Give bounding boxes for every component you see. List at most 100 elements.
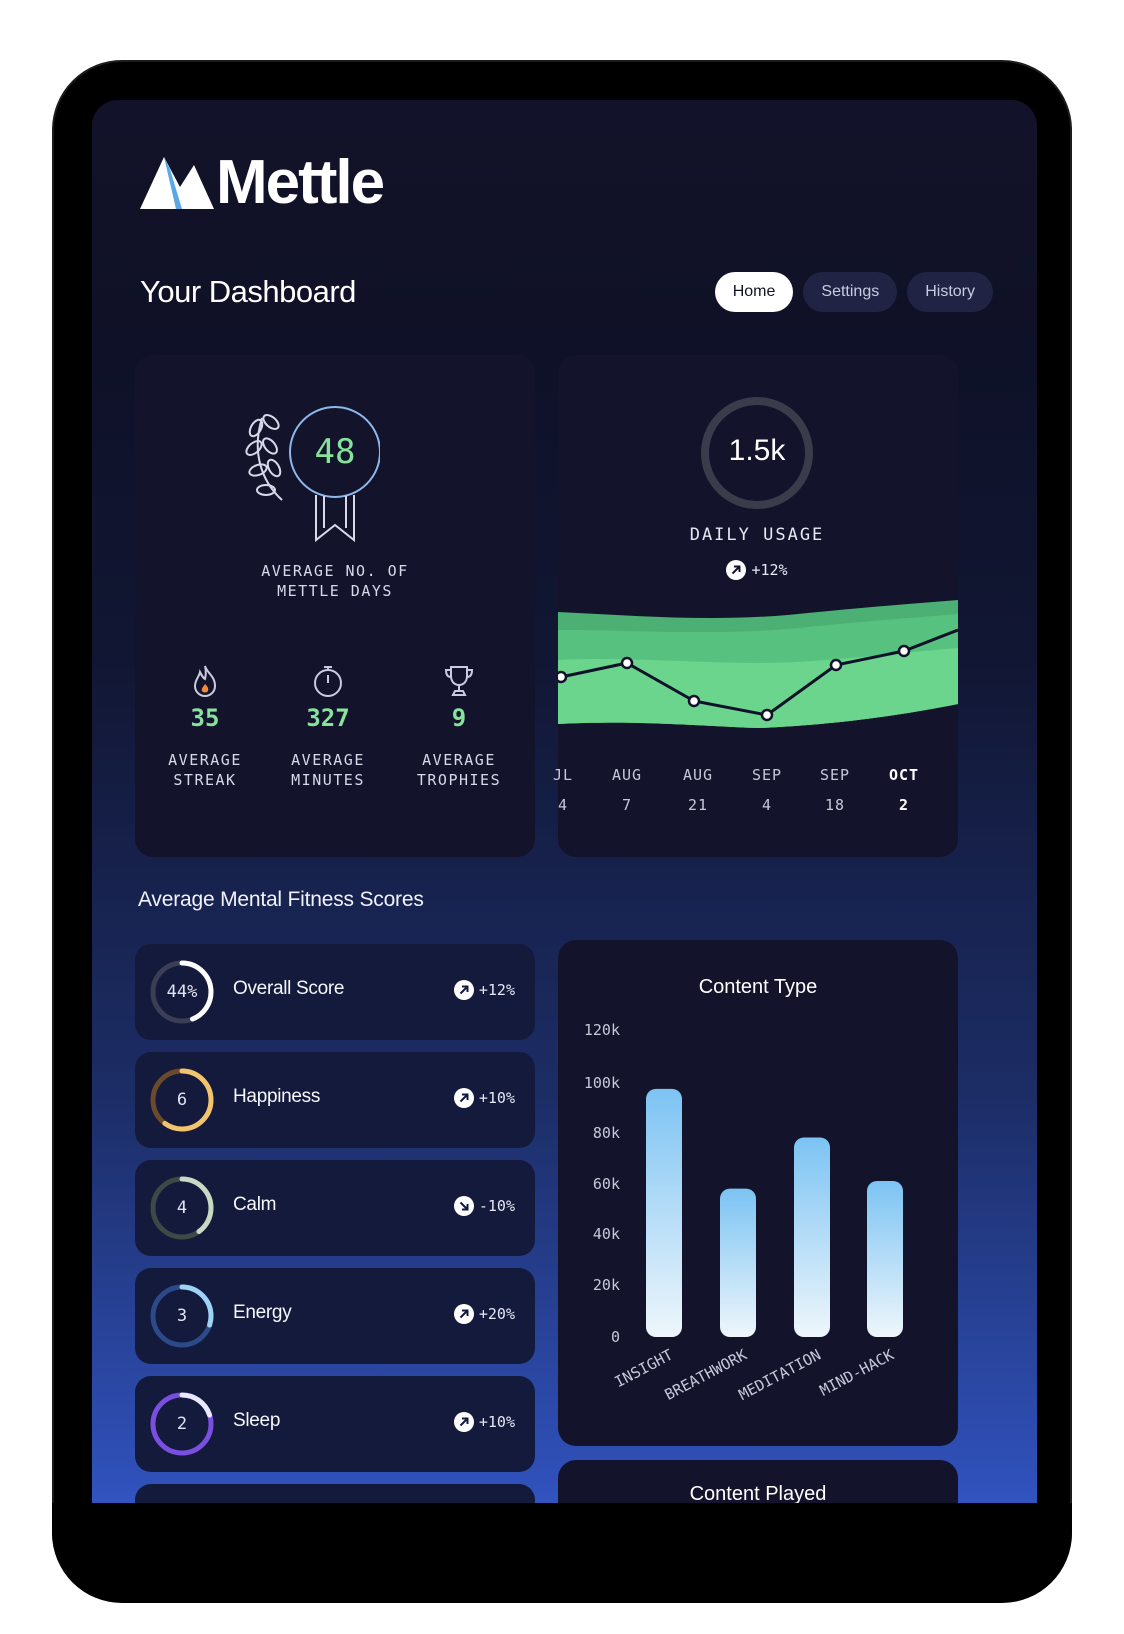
usage-x-month: AUG: [682, 766, 714, 784]
x-category-label: MIND-HACK: [817, 1346, 897, 1400]
score-progress-ring: [150, 960, 214, 1024]
usage-x-month: SEP: [751, 766, 783, 784]
x-category-label: MEDITATION: [736, 1346, 824, 1404]
usage-trend-point: [897, 644, 911, 658]
score-value: 3: [176, 1306, 188, 1326]
arrow-up-right-icon: [453, 980, 474, 1000]
usage-x-day: 4: [557, 796, 569, 814]
score-progress-ring: [150, 1176, 214, 1240]
stat-trophies-label: AVERAGE TROPHIES: [399, 750, 519, 790]
laurel-badge-icon: [245, 406, 380, 543]
x-category-label: INSIGHT: [612, 1346, 676, 1392]
usage-x-label: JL 4: [533, 760, 593, 820]
usage-x-label: SEP 4: [737, 760, 797, 820]
trophy-icon: [444, 666, 474, 696]
mountain-logo-icon: [140, 157, 214, 209]
tab-settings[interactable]: Settings: [803, 272, 898, 312]
usage-trend-point: [829, 658, 843, 672]
stat-streak-label-line1: AVERAGE: [168, 751, 242, 769]
usage-x-day: 7: [621, 796, 633, 814]
usage-x-label: AUG 7: [597, 760, 657, 820]
score-delta-value: +10%: [478, 1089, 515, 1107]
score-name: Sleep: [233, 1410, 281, 1431]
usage-x-day: 4: [761, 796, 773, 814]
score-delta: +20%: [453, 1304, 515, 1324]
score-name: Energy: [233, 1302, 292, 1323]
score-delta-value: +20%: [478, 1305, 515, 1323]
daily-usage-label: DAILY USAGE: [689, 525, 825, 545]
stat-minutes-label-line2: MINUTES: [291, 771, 365, 789]
usage-trend-point: [620, 656, 634, 670]
stat-minutes-value: 327: [306, 704, 350, 732]
y-tick-label: 0: [611, 1328, 620, 1346]
score-progress-ring: [150, 1392, 214, 1456]
daily-usage-delta-value: +12%: [751, 561, 788, 579]
score-row[interactable]: 4 Calm -10%: [135, 1160, 535, 1256]
score-value: 6: [176, 1090, 188, 1110]
mettle-days-label-line2: METTLE DAYS: [277, 582, 393, 600]
usage-trend-point: [687, 694, 701, 708]
device-bottom-bezel: [52, 1503, 1072, 1603]
daily-usage-value: 1.5k: [728, 434, 786, 467]
score-row[interactable]: 2 Sleep +10%: [135, 1376, 535, 1472]
stopwatch-icon: [314, 666, 342, 697]
usage-x-label: OCT 2: [874, 760, 934, 820]
y-tick-label: 100k: [584, 1074, 620, 1092]
arrow-up-right-icon: [453, 1088, 474, 1108]
usage-x-month: OCT: [888, 766, 920, 784]
mettle-days-label-line1: AVERAGE NO. OF: [261, 562, 409, 580]
usage-x-month: AUG: [611, 766, 643, 784]
score-row[interactable]: 6 Happiness +10%: [135, 1052, 535, 1148]
bar-meditation: [794, 1137, 830, 1337]
y-tick-label: 120k: [584, 1021, 620, 1039]
score-delta-value: +10%: [478, 1413, 515, 1431]
usage-x-day: 18: [824, 796, 846, 814]
bar-breathwork: [720, 1188, 756, 1337]
bar-insight: [646, 1088, 682, 1337]
usage-area-chart: [558, 600, 958, 728]
score-delta: +12%: [453, 980, 515, 1000]
arrow-down-right-icon: [453, 1196, 474, 1216]
stat-streak: 35 AVERAGE STREAK: [145, 664, 265, 790]
score-delta: -10%: [453, 1196, 515, 1216]
score-row[interactable]: 3 Energy +20%: [135, 1268, 535, 1364]
flame-icon: [193, 665, 217, 698]
stat-streak-value: 35: [190, 704, 220, 732]
usage-trend-point: [760, 708, 774, 722]
stat-trophies: 9 AVERAGE TROPHIES: [399, 664, 519, 790]
usage-x-month: SEP: [819, 766, 851, 784]
stat-streak-label: AVERAGE STREAK: [145, 750, 265, 790]
score-delta: +10%: [453, 1088, 515, 1108]
usage-trend-point: [558, 670, 568, 684]
scores-section-title: Average Mental Fitness Scores: [138, 888, 424, 911]
content-type-bar-chart: 120k 100k 80k 60k 40k 20k 0INSIGHTBREATHWORKME…: [584, 1021, 903, 1404]
mettle-logo: Mettle: [140, 148, 385, 217]
content-type-title: Content Type: [698, 976, 818, 998]
mettle-days-value: 48: [314, 432, 356, 472]
stat-trophies-label-line1: AVERAGE: [422, 751, 496, 769]
score-delta-value: -10%: [478, 1197, 515, 1215]
stat-streak-label-line2: STREAK: [173, 771, 237, 789]
tab-home[interactable]: Home: [714, 272, 794, 312]
usage-x-label: AUG 21: [668, 760, 728, 820]
score-row[interactable]: 44% Overall Score +12%: [135, 944, 535, 1040]
usage-x-day: 21: [687, 796, 709, 814]
score-progress-ring: [150, 1284, 214, 1348]
stat-minutes: 327 AVERAGE MINUTES: [268, 664, 388, 790]
page-title: Your Dashboard: [140, 274, 356, 309]
usage-x-month: JL: [552, 766, 574, 784]
stat-minutes-label: AVERAGE MINUTES: [268, 750, 388, 790]
tab-history[interactable]: History: [907, 272, 993, 312]
stat-trophies-value: 9: [451, 704, 467, 732]
usage-x-day: 2: [898, 796, 910, 814]
bar-mind-hack: [867, 1180, 903, 1337]
mettle-days-label: AVERAGE NO. OF METTLE DAYS: [230, 561, 440, 601]
y-tick-label: 40k: [593, 1225, 620, 1243]
daily-usage-delta: +12%: [652, 560, 862, 580]
app-name: Mettle: [216, 148, 385, 217]
y-tick-label: 60k: [593, 1175, 620, 1193]
content-played-title: Content Played: [689, 1483, 827, 1505]
arrow-up-right-icon: [453, 1412, 474, 1432]
score-value: 4: [176, 1198, 188, 1218]
score-name: Happiness: [233, 1086, 321, 1107]
